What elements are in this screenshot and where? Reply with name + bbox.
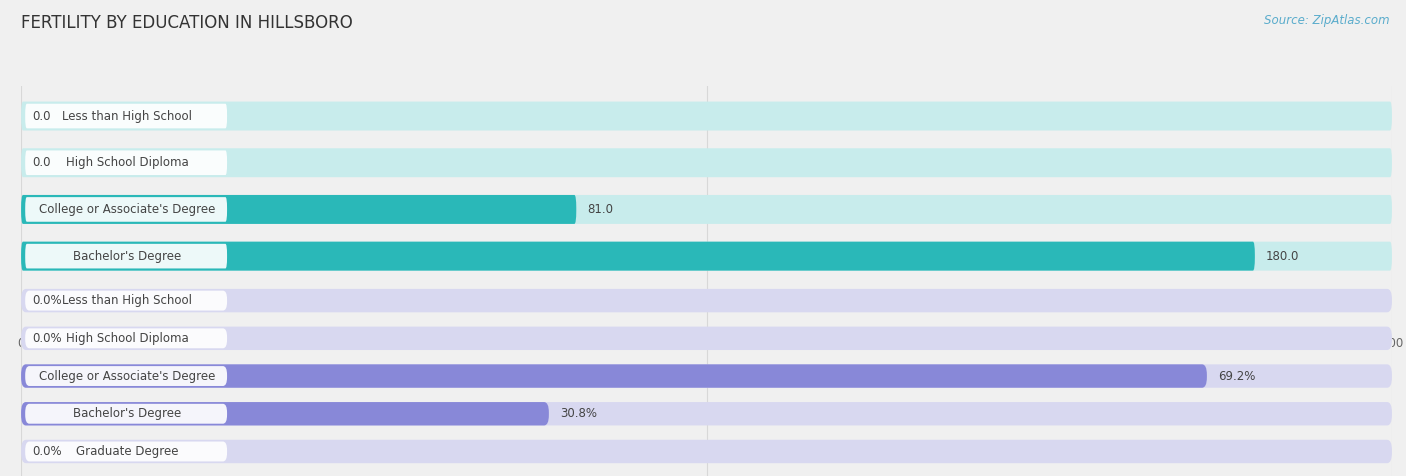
Text: Less than High School: Less than High School	[62, 109, 193, 122]
Text: College or Associate's Degree: College or Associate's Degree	[39, 203, 215, 216]
FancyBboxPatch shape	[21, 327, 1392, 350]
Text: 0.0: 0.0	[32, 109, 51, 122]
FancyBboxPatch shape	[25, 404, 226, 424]
Text: 180.0: 180.0	[1265, 249, 1299, 263]
FancyBboxPatch shape	[21, 101, 1392, 130]
FancyBboxPatch shape	[21, 402, 1392, 426]
Text: 0.0: 0.0	[32, 156, 51, 169]
FancyBboxPatch shape	[25, 104, 226, 129]
Text: 0.0%: 0.0%	[32, 445, 62, 458]
FancyBboxPatch shape	[21, 195, 576, 224]
FancyBboxPatch shape	[21, 289, 1392, 312]
Text: 0.0%: 0.0%	[32, 332, 62, 345]
FancyBboxPatch shape	[21, 195, 1392, 224]
FancyBboxPatch shape	[21, 364, 1392, 388]
Text: Source: ZipAtlas.com: Source: ZipAtlas.com	[1264, 14, 1389, 27]
FancyBboxPatch shape	[21, 288, 1392, 317]
FancyBboxPatch shape	[21, 148, 1392, 177]
Text: 69.2%: 69.2%	[1218, 369, 1256, 383]
Text: 0.0: 0.0	[32, 297, 51, 309]
FancyBboxPatch shape	[25, 290, 226, 315]
FancyBboxPatch shape	[25, 442, 226, 461]
FancyBboxPatch shape	[25, 197, 226, 222]
FancyBboxPatch shape	[25, 150, 226, 175]
FancyBboxPatch shape	[21, 402, 548, 426]
Text: High School Diploma: High School Diploma	[66, 332, 188, 345]
Text: 0.0%: 0.0%	[32, 294, 62, 307]
Text: Graduate Degree: Graduate Degree	[76, 445, 179, 458]
Text: Graduate Degree: Graduate Degree	[76, 297, 179, 309]
Text: 30.8%: 30.8%	[560, 407, 596, 420]
FancyBboxPatch shape	[25, 291, 226, 310]
FancyBboxPatch shape	[21, 242, 1392, 271]
Text: 81.0: 81.0	[588, 203, 613, 216]
FancyBboxPatch shape	[25, 244, 226, 268]
Text: College or Associate's Degree: College or Associate's Degree	[39, 369, 215, 383]
FancyBboxPatch shape	[21, 440, 1392, 463]
FancyBboxPatch shape	[25, 366, 226, 386]
FancyBboxPatch shape	[21, 242, 1256, 271]
FancyBboxPatch shape	[25, 328, 226, 348]
FancyBboxPatch shape	[21, 364, 1206, 388]
Text: Bachelor's Degree: Bachelor's Degree	[73, 407, 181, 420]
Text: High School Diploma: High School Diploma	[66, 156, 188, 169]
Text: FERTILITY BY EDUCATION IN HILLSBORO: FERTILITY BY EDUCATION IN HILLSBORO	[21, 14, 353, 32]
Text: Bachelor's Degree: Bachelor's Degree	[73, 249, 181, 263]
Text: Less than High School: Less than High School	[62, 294, 193, 307]
